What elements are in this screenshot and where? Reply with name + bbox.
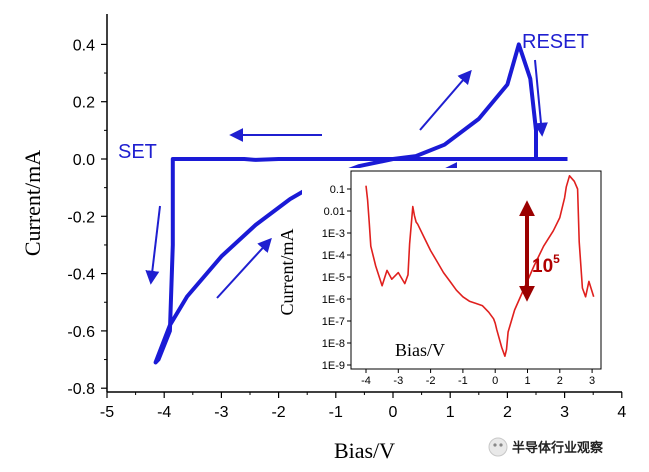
watermark: 半导体行业观察	[488, 437, 604, 457]
main-y-tick-label: -0.8	[67, 381, 95, 398]
inset-series-line	[365, 175, 595, 358]
on-off-ratio-label: 105	[532, 252, 560, 277]
inset-x-tick-label: -1	[458, 375, 468, 387]
arrow-set-down	[145, 205, 161, 285]
inset-axes: -4 -3 -2 -1 0 1 2 3 0.1 0.01 1E-3 1E-4 1E-5 1E-6 1E-7 1…	[277, 170, 602, 387]
main-x-tick-label: -5	[100, 404, 114, 421]
main-y-tick-label: -0.4	[67, 267, 95, 284]
inset-y-tick-label: 1E-6	[322, 294, 345, 306]
main-x-tick-label: 4	[617, 404, 626, 421]
inset-y-tick-label: 1E-7	[322, 316, 345, 328]
inset-x-tick-label: 3	[589, 375, 595, 387]
wechat-icon-eye-left	[493, 443, 497, 447]
inset-x-tick-label: 1	[524, 375, 530, 387]
main-y-tick-label: 0.4	[73, 37, 95, 54]
main-y-axis-label: Current/mA	[20, 150, 45, 256]
main-x-tick-label: 2	[503, 404, 512, 421]
inset-x-tick-label: -2	[426, 375, 436, 387]
inset-y-tick-label: 0.1	[330, 184, 345, 196]
inset-series	[365, 175, 595, 358]
main-x-tick-label: -1	[329, 404, 343, 421]
main-x-tick-label: 0	[389, 404, 398, 421]
inset-y-tick-label: 1E-4	[322, 250, 345, 262]
inset-x-tick-label: 2	[557, 375, 563, 387]
inset-y-tick-label: 1E-3	[322, 228, 345, 240]
reset-annotation: RESET	[522, 31, 589, 53]
inset-x-tick-label: 0	[492, 375, 498, 387]
inset-y-axis-label: Current/mA	[277, 229, 297, 316]
inset-y-tick-label: 1E-5	[322, 272, 345, 284]
main-y-tick-label: -0.6	[67, 324, 95, 341]
ratio-base: 10	[532, 256, 553, 277]
main-y-tick-label: 0.0	[73, 152, 95, 169]
inset-y-tick-label: 0.01	[324, 206, 345, 218]
main-y-tick-label: 0.2	[73, 95, 95, 112]
inset-y-tick-label: 1E-8	[322, 338, 345, 350]
main-axes: -5 -4 -3 -2 -1 0 1 2 3 4 -0.8 -0.6 -0.4 -0.2 0.0 0.2 0.4…	[20, 14, 626, 463]
inset-y-tick-label: 1E-9	[322, 360, 345, 372]
main-x-tick-label: 3	[560, 404, 569, 421]
main-x-tick-label: -4	[157, 404, 171, 421]
inset-frame	[350, 170, 602, 370]
main-series-line	[153, 42, 568, 365]
main-x-tick-label: -2	[271, 404, 285, 421]
set-annotation: SET	[118, 141, 157, 163]
inset-log-plot: -4 -3 -2 -1 0 1 2 3 0.1 0.01 1E-3 1E-4 1E-5 1E-6 1E-7 1…	[277, 168, 604, 387]
arrow-reset-down	[533, 59, 548, 137]
main-x-tick-label: 1	[446, 404, 455, 421]
arrow-reset-rise	[419, 69, 472, 131]
wechat-icon-eye-right	[499, 443, 503, 447]
inset-x-axis-label: Bias/V	[395, 340, 445, 360]
inset-background	[302, 168, 604, 372]
wechat-icon	[488, 437, 508, 457]
ratio-exponent: 5	[553, 252, 560, 266]
main-x-axis-label: Bias/V	[334, 438, 395, 463]
inset-x-tick-label: -4	[361, 375, 371, 387]
main-x-tick-label: -3	[214, 404, 228, 421]
main-series	[153, 42, 568, 365]
arrow-return-up	[216, 237, 272, 299]
main-y-tick-label: -0.2	[67, 209, 95, 226]
watermark-text: 半导体行业观察	[512, 440, 604, 456]
inset-x-tick-label: -3	[393, 375, 403, 387]
